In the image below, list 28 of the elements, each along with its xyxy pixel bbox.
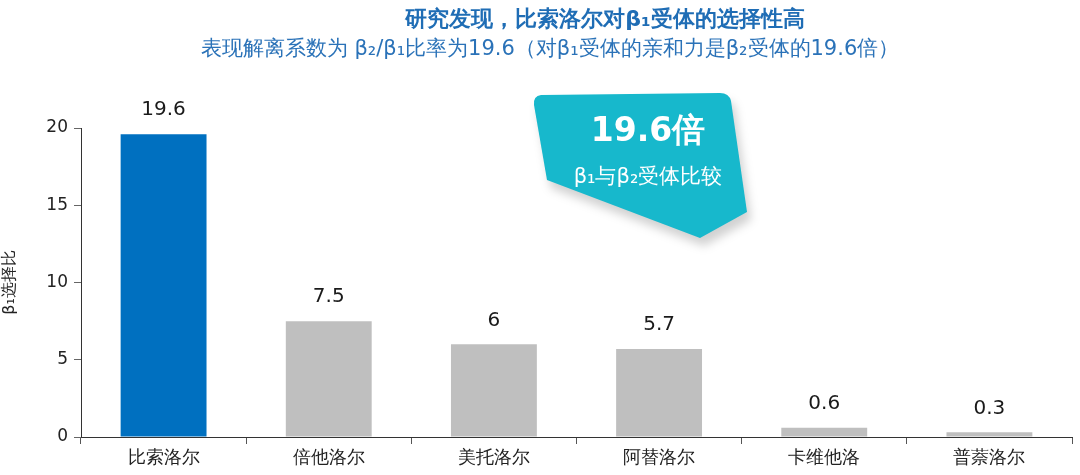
annotation: 19.6倍 <box>589 109 707 151</box>
chart-title: 研究发现，比索洛尔对β₁受体的选择性高 <box>404 5 806 33</box>
y-tick-label: 20 <box>46 116 68 137</box>
bar <box>946 432 1033 437</box>
x-tick-label: 倍他洛尔 <box>292 446 365 468</box>
y-axis-title: β₁选择比 <box>0 250 18 315</box>
data-label: 6 <box>487 306 501 331</box>
x-tick-label: 美托洛尔 <box>457 446 530 468</box>
x-tick-label: 卡维他洛 <box>788 446 861 468</box>
data-label: 5.7 <box>643 311 675 336</box>
y-tick-label: 0 <box>57 425 68 446</box>
x-tick-label: 阿替洛尔 <box>623 446 696 468</box>
y-tick-label: 15 <box>46 193 68 214</box>
bar <box>450 344 537 437</box>
bar <box>616 348 703 437</box>
bar <box>285 321 372 437</box>
annotation: β₁与β₂受体比较 <box>572 163 724 190</box>
data-label: 7.5 <box>312 283 345 308</box>
bar <box>120 134 207 437</box>
chart-subtitle: 表现解离系数为 β₂/β₁比率为19.6（对β₁受体的亲和力是β₂受体的19.6倍） <box>199 35 901 62</box>
x-tick-label: 比索洛尔 <box>127 446 200 468</box>
y-tick-label: 5 <box>57 348 68 369</box>
y-tick-label: 10 <box>46 270 68 291</box>
data-label: 0.3 <box>973 394 1006 419</box>
bar <box>781 427 868 437</box>
x-tick-label: 普萘洛尔 <box>953 446 1026 468</box>
data-label: 0.6 <box>808 389 841 414</box>
data-label: 19.6 <box>141 96 186 121</box>
